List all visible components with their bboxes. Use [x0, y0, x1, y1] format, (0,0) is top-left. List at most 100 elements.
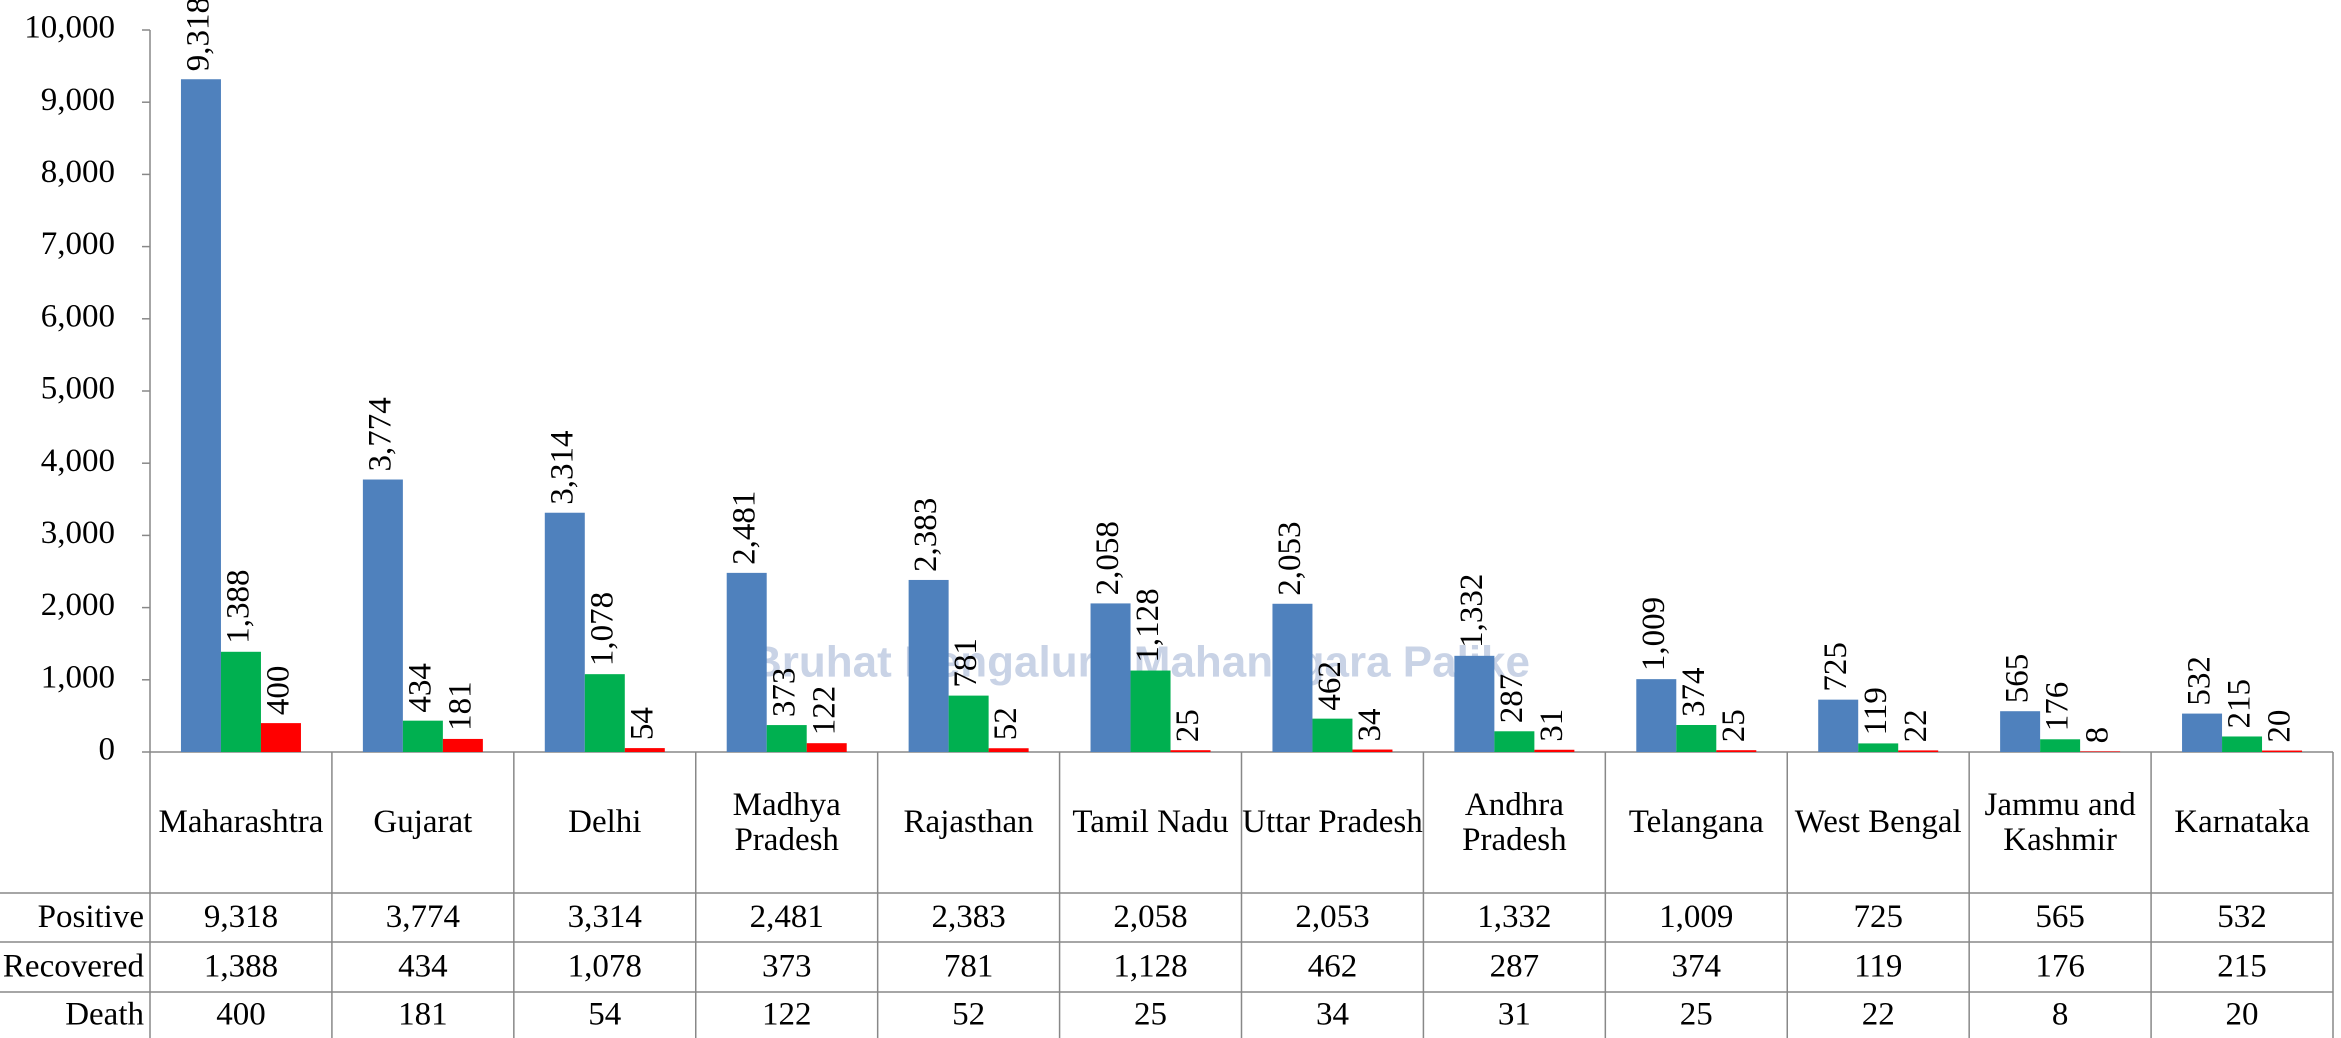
x-tick-label: Jammu and Kashmir	[1984, 786, 2136, 858]
x-tick-label: Karnataka	[2174, 804, 2310, 841]
data-label: 20	[2262, 710, 2298, 743]
bar	[1676, 724, 1717, 752]
table-cell: 1,388	[204, 949, 278, 985]
bar	[1534, 749, 1575, 752]
bar	[544, 512, 585, 752]
bar	[442, 738, 483, 752]
data-label: 287	[1494, 674, 1530, 724]
table-cell: 25	[1134, 997, 1167, 1033]
y-tick-label: 3,000	[41, 515, 115, 551]
y-tick-label: 8,000	[41, 154, 115, 190]
x-tick-label: Tamil Nadu	[1072, 804, 1229, 841]
data-label: 215	[2222, 679, 2258, 729]
x-tick-label: Maharashtra	[158, 804, 324, 841]
bar	[260, 723, 301, 752]
bar	[1636, 679, 1677, 752]
y-tick-label: 2,000	[41, 587, 115, 623]
table-cell: 3,314	[568, 899, 642, 935]
bar	[220, 651, 261, 752]
data-label: 22	[1898, 709, 1934, 742]
bar	[2222, 736, 2263, 752]
bar	[362, 479, 403, 752]
y-tick-label: 1,000	[41, 659, 115, 695]
category-cell: Gujarat	[373, 805, 472, 840]
table-cell: 3,774	[386, 899, 460, 935]
data-label: 1,332	[1454, 574, 1490, 648]
data-label: 781	[948, 638, 984, 688]
table-cell: 22	[1862, 997, 1895, 1033]
bar	[1272, 603, 1313, 752]
data-label: 8	[2080, 727, 2116, 744]
table-cell: 532	[2217, 899, 2267, 935]
y-tick-label: 9,000	[41, 82, 115, 118]
y-tick-label: 7,000	[41, 226, 115, 262]
data-label: 25	[1170, 709, 1206, 742]
data-label: 1,078	[584, 592, 620, 666]
data-label: 25	[1716, 709, 1752, 742]
table-cell: 2,383	[932, 899, 1006, 935]
bar	[402, 720, 443, 752]
y-tick-label: 5,000	[41, 371, 115, 407]
table-cell: 565	[2035, 899, 2085, 935]
bar	[1454, 655, 1495, 752]
bar	[1312, 718, 1353, 752]
table-cell: 25	[1680, 997, 1713, 1033]
data-label: 54	[624, 707, 660, 740]
bar	[766, 725, 807, 752]
y-tick-label: 4,000	[41, 443, 115, 479]
data-label: 2,058	[1090, 521, 1126, 595]
bar	[908, 579, 949, 752]
table-cell: 215	[2217, 949, 2267, 985]
x-tick-label: West Bengal	[1794, 804, 1962, 841]
data-label: 2,481	[726, 491, 762, 565]
table-cell: 374	[1672, 949, 1722, 985]
data-label: 2,383	[908, 498, 944, 572]
bar	[1716, 750, 1757, 752]
data-label: 434	[402, 663, 438, 713]
table-cell: 287	[1490, 949, 1540, 985]
bar	[1090, 603, 1131, 752]
category-cell: Madhya Pradesh	[733, 788, 841, 857]
table-cell: 122	[762, 997, 812, 1033]
data-label: 2,053	[1272, 522, 1308, 596]
category-cell: Delhi	[568, 805, 641, 840]
y-tick-label: 6,000	[41, 298, 115, 334]
category-cell: Tamil Nadu	[1072, 804, 1229, 841]
table-cell: 31	[1498, 997, 1531, 1033]
bar	[2000, 711, 2041, 752]
data-label: 532	[2182, 656, 2218, 706]
table-cell: 373	[762, 949, 812, 985]
data-label: 119	[1858, 687, 1894, 735]
bar	[624, 748, 665, 752]
table-cell: 400	[216, 997, 266, 1033]
table-cell: 2,053	[1295, 899, 1369, 935]
table-cell: 119	[1854, 949, 1902, 985]
table-cell: 781	[944, 949, 994, 985]
data-label: 52	[988, 707, 1024, 740]
category-cell: West Bengal	[1794, 804, 1962, 841]
data-label: 31	[1534, 709, 1570, 742]
table-cell: 1,332	[1477, 899, 1551, 935]
table-cell: 1,009	[1659, 899, 1733, 935]
bar	[2040, 739, 2081, 752]
legend-label: Death	[65, 997, 144, 1033]
table-cell: 2,058	[1113, 899, 1187, 935]
bar	[1352, 749, 1393, 752]
bar	[1898, 750, 1939, 752]
table-cell: 181	[398, 997, 448, 1033]
data-label: 725	[1818, 642, 1854, 692]
x-tick-label: Uttar Pradesh	[1242, 804, 1423, 841]
category-cell: Maharashtra	[158, 804, 324, 841]
category-cell: Andhra Pradesh	[1462, 788, 1566, 857]
bar	[948, 695, 989, 752]
category-cell: Jammu and Kashmir	[1984, 786, 2136, 858]
table-cell: 2,481	[750, 899, 824, 935]
data-label: 1,128	[1130, 588, 1166, 662]
bar	[1818, 699, 1859, 752]
data-label: 176	[2040, 682, 2076, 732]
table-cell: 1,128	[1113, 949, 1187, 985]
bar	[726, 572, 767, 752]
table-cell: 462	[1308, 949, 1358, 985]
table-cell: 34	[1316, 997, 1349, 1033]
